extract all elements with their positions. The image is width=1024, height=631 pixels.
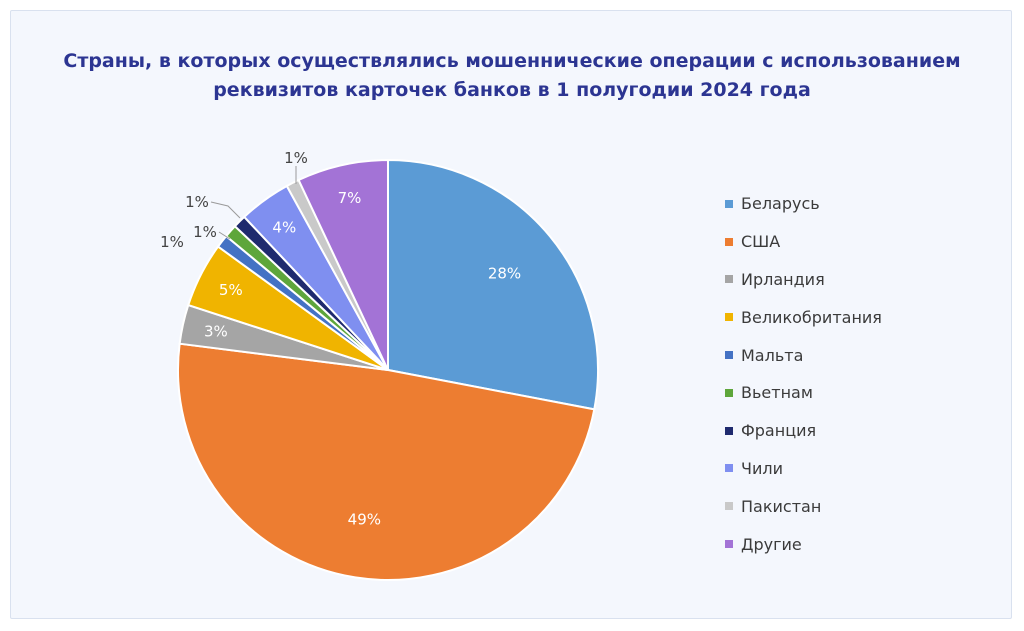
leader-line-франция: [210, 201, 241, 219]
data-label-ирландия: 3%: [204, 323, 228, 341]
chart-title: Страны, в которых осуществлялись мошенни…: [11, 47, 1013, 105]
data-label-другие: 7%: [338, 189, 362, 207]
legend-item-франция[interactable]: Франция: [725, 412, 882, 450]
pie-data-labels: 28% 49% 3% 5% 1% 1% 1% 4% 1% 7%: [160, 149, 521, 528]
legend-label: Вьетнам: [741, 383, 813, 403]
legend-swatch: [725, 502, 733, 511]
legend-label: Пакистан: [741, 496, 822, 516]
legend-swatch: [725, 275, 733, 284]
data-label-великобритания: 5%: [219, 281, 243, 299]
data-label-франция: 1%: [185, 193, 209, 211]
legend-label: Беларусь: [741, 194, 820, 214]
pie-slice-беларусь[interactable]: [387, 158, 599, 411]
chart-title-line-2: реквизитов карточек банков в 1 полугодии…: [213, 79, 811, 101]
pie-slices: [177, 158, 599, 581]
data-label-сша: 49%: [348, 510, 381, 528]
legend-label: Чили: [741, 458, 783, 478]
legend-item-ирландия[interactable]: Ирландия: [725, 261, 882, 299]
legend-item-мальта[interactable]: Мальта: [725, 336, 882, 374]
leader-line-вьетнам: [218, 231, 231, 240]
pie-slice-другие[interactable]: [297, 158, 389, 371]
legend-item-чили[interactable]: Чили: [725, 450, 882, 488]
data-label-чили: 4%: [272, 218, 296, 236]
legend-item-пакистан[interactable]: Пакистан: [725, 487, 882, 525]
chart-title-line-1: Страны, в которых осуществлялись мошенни…: [63, 50, 961, 72]
legend-label: США: [741, 232, 781, 252]
data-label-беларусь: 28%: [488, 265, 521, 283]
data-label-вьетнам: 1%: [193, 223, 217, 241]
legend-swatch: [725, 237, 733, 246]
legend-item-вьетнам[interactable]: Вьетнам: [725, 374, 882, 412]
legend-label: Франция: [741, 421, 817, 441]
legend-swatch: [725, 313, 733, 322]
legend-swatch: [725, 464, 733, 473]
legend-label: Ирландия: [741, 269, 825, 289]
legend-swatch: [725, 199, 733, 208]
legend-label: Мальта: [741, 345, 804, 365]
legend-label: Другие: [741, 534, 802, 554]
legend-label: Великобритания: [741, 307, 882, 327]
legend-swatch: [725, 351, 733, 360]
data-label-мальта: 1%: [160, 233, 184, 251]
chart-legend: Беларусь США Ирландия Великобритания Мальта В…: [725, 185, 882, 563]
legend-item-сша[interactable]: США: [725, 223, 882, 261]
legend-item-беларусь[interactable]: Беларусь: [725, 185, 882, 223]
legend-swatch: [725, 426, 733, 435]
pie-slice-сша[interactable]: [177, 342, 596, 581]
legend-item-великобритания[interactable]: Великобритания: [725, 298, 882, 336]
data-label-пакистан: 1%: [284, 149, 308, 167]
legend-swatch: [725, 388, 733, 397]
pie-leader-lines: [210, 166, 297, 240]
legend-item-другие[interactable]: Другие: [725, 525, 882, 563]
legend-swatch: [725, 540, 733, 549]
